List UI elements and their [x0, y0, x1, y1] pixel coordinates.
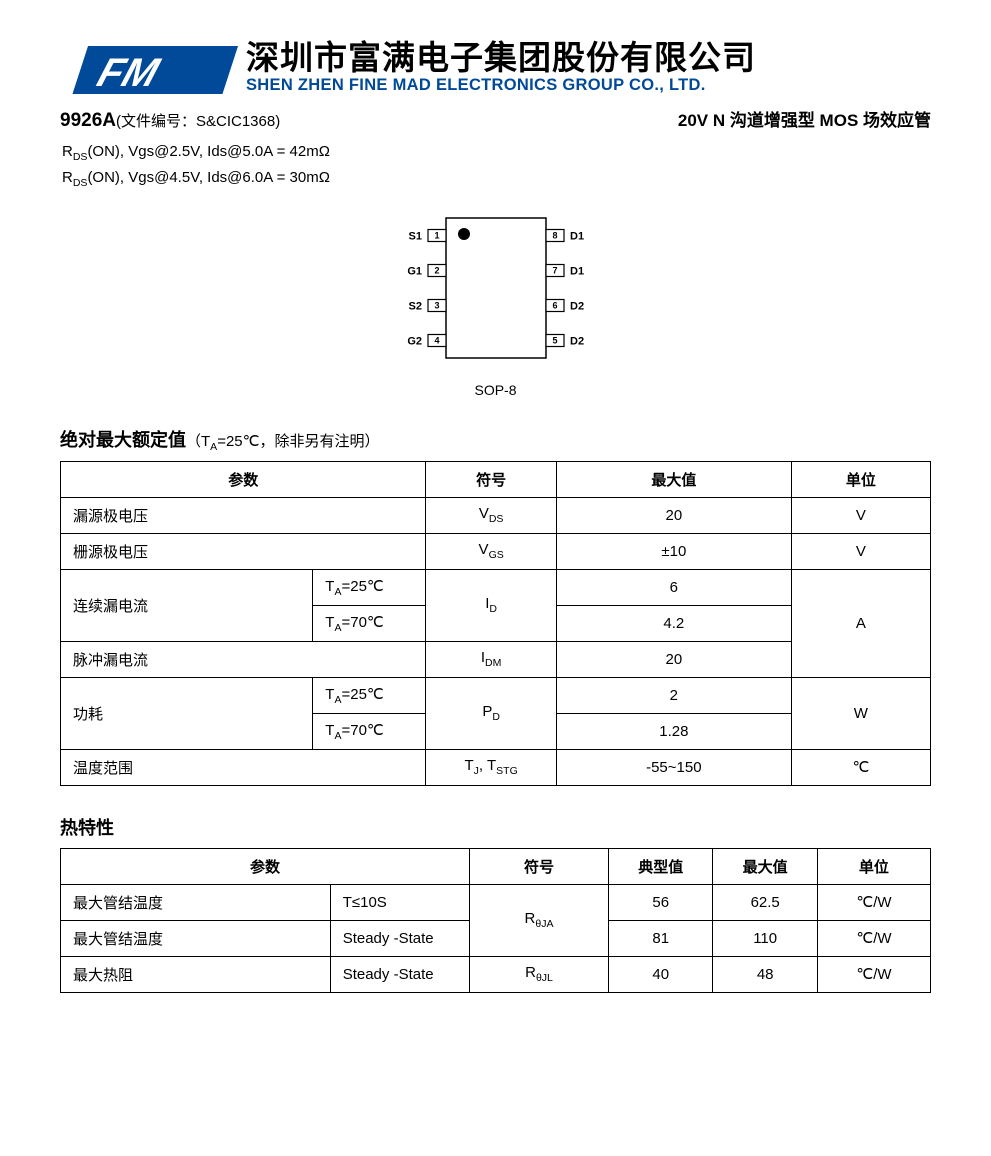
package-label: SOP-8 — [60, 382, 931, 398]
thermal-title: 热特性 — [60, 814, 931, 840]
package-diagram: 1 S1 8 D1 2 G1 7 D1 3 S2 6 D2 4 G2 5 D2 SOP-8 — [60, 208, 931, 398]
svg-text:S1: S1 — [408, 230, 421, 242]
page-header: FM 深圳市富满电子集团股份有限公司 SHEN ZHEN FINE MAD EL… — [60, 40, 931, 100]
svg-text:S2: S2 — [408, 300, 421, 312]
svg-text:D1: D1 — [570, 230, 584, 242]
svg-text:7: 7 — [552, 265, 557, 275]
svg-text:6: 6 — [552, 300, 557, 310]
svg-text:3: 3 — [434, 300, 439, 310]
abs-max-table: 参数 符号 最大值 单位 漏源极电压 VDS 20 V 栅源极电压 VGS ±1… — [60, 461, 931, 786]
subheader: 9926A(文件编号：S&CIC1368) 20V N 沟道增强型 MOS 场效… — [60, 106, 931, 132]
svg-text:G1: G1 — [407, 265, 422, 277]
company-name-en: SHEN ZHEN FINE MAD ELECTRONICS GROUP CO.… — [246, 76, 931, 95]
svg-text:8: 8 — [552, 230, 557, 240]
product-type: 20V N 沟道增强型 MOS 场效应管 — [678, 106, 931, 131]
svg-text:G2: G2 — [407, 335, 422, 347]
svg-text:5: 5 — [552, 335, 557, 345]
svg-text:2: 2 — [434, 265, 439, 275]
svg-text:D2: D2 — [570, 300, 584, 312]
spec-lines: RDS(ON), Vgs@2.5V, Ids@5.0A = 42mΩ RDS(O… — [62, 140, 931, 192]
abs-max-title: 绝对最大额定值（TA=25℃，除非另有注明） — [60, 426, 931, 453]
svg-text:1: 1 — [434, 230, 439, 240]
company-logo: FM — [60, 40, 238, 100]
company-name-cn: 深圳市富满电子集团股份有限公司 — [246, 40, 931, 76]
svg-text:D2: D2 — [570, 335, 584, 347]
part-number: 9926A — [60, 110, 116, 131]
thermal-table: 参数 符号 典型值 最大值 单位 最大管结温度 T≤10S RθJA 56 62… — [60, 848, 931, 993]
svg-text:4: 4 — [434, 335, 439, 345]
svg-text:D1: D1 — [570, 265, 584, 277]
doc-number: (文件编号：S&CIC1368) — [116, 113, 280, 130]
